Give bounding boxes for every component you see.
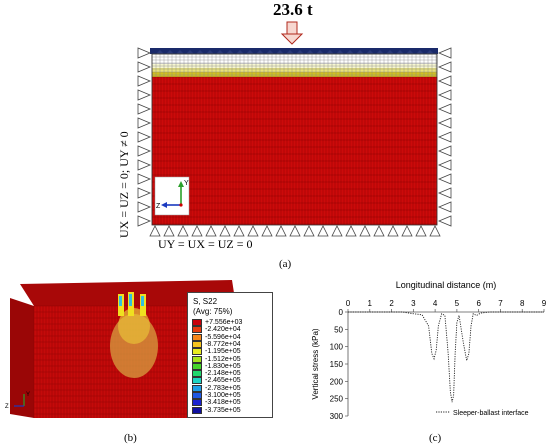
legend-row: -1.830e+05: [192, 362, 268, 371]
legend-swatch: [192, 319, 202, 326]
legend-value: -3.100e+05: [205, 392, 241, 399]
rail: [150, 48, 438, 54]
legend-value: +7.556e+03: [205, 319, 243, 326]
chart-legend-label: Sleeper-ballast interface: [453, 410, 529, 417]
y-tick-label: 100: [330, 343, 344, 352]
x-tick-label: 4: [433, 299, 438, 308]
bottom-supports: [149, 225, 441, 237]
x-tick-label: 7: [498, 299, 503, 308]
y-axis-label: Vertical stress (kPa): [311, 328, 320, 399]
series-line: [348, 311, 544, 403]
legend-row: -3.418e+05: [192, 399, 268, 407]
legend-swatch: [192, 377, 202, 385]
y-tick-label: 250: [330, 395, 344, 404]
legend-swatch: [192, 406, 202, 414]
legend-swatch: [192, 399, 202, 407]
legend-row: -2.420e+04: [192, 326, 268, 334]
x-tick-label: 9: [542, 299, 547, 308]
y-tick-label: 0: [339, 308, 344, 317]
legend-swatch: [192, 392, 202, 399]
svg-text:Y: Y: [26, 392, 30, 398]
x-tick-label: 1: [368, 299, 373, 308]
axis-triad-b: Y Z: [5, 392, 30, 410]
legend-title: S, S22 (Avg: 75%): [193, 297, 233, 316]
y-tick-label: 150: [330, 360, 344, 369]
legend-row: -8.772e+04: [192, 340, 268, 349]
legend-row: -2.783e+05: [192, 384, 268, 393]
legend-row: -5.596e+04: [192, 333, 268, 342]
legend-row: -1.195e+05: [192, 348, 268, 356]
y-tick-label: 50: [334, 325, 343, 334]
legend-swatch: [192, 333, 202, 341]
bottom-boundary-condition: UY = UX = UZ = 0: [158, 237, 253, 251]
legend-value: -2.465e+05: [205, 377, 241, 385]
panel-b-label: (b): [124, 432, 137, 444]
legend-swatch: [192, 362, 202, 370]
legend-value: -2.420e+04: [205, 326, 241, 334]
legend-row: +7.556e+03: [192, 319, 268, 327]
panel-a-label: (a): [279, 258, 292, 270]
y-tick-label: 300: [330, 412, 344, 421]
svg-text:Z: Z: [156, 203, 161, 210]
legend-value: -1.830e+05: [205, 362, 241, 370]
legend-row: -2.465e+05: [192, 377, 268, 385]
svg-text:Y: Y: [184, 180, 189, 187]
x-axis-label: Longitudinal distance (m): [396, 280, 497, 290]
y-tick-label: 200: [330, 377, 344, 386]
legend-row: -3.100e+05: [192, 392, 268, 400]
legend-swatch: [192, 370, 202, 378]
legend-value: -3.735e+05: [205, 406, 241, 414]
x-tick-label: 6: [476, 299, 481, 308]
legend-value: -3.418e+05: [205, 399, 241, 407]
sleepers: [156, 50, 434, 54]
svg-text:Z: Z: [5, 404, 9, 410]
stress-chart: Longitudinal distance (m) Vertical stress…: [311, 280, 547, 421]
legend-row: -3.735e+05: [192, 406, 268, 415]
x-tick-label: 8: [520, 299, 525, 308]
x-tick-label: 3: [411, 299, 416, 308]
legend-value: -1.512e+05: [205, 355, 241, 363]
x-tick-label: 2: [389, 299, 394, 308]
subgrade-mesh: [152, 77, 437, 225]
legend-value: -5.596e+04: [205, 333, 241, 341]
axis-triad-a: Y Z: [154, 176, 190, 216]
legend-swatch: [192, 384, 202, 392]
x-tick-label: 0: [346, 299, 351, 308]
load-label: 23.6 t: [273, 0, 313, 19]
left-boundary-condition: UX = UZ = 0; UY ≠ 0: [117, 131, 131, 238]
panel-c-label: (c): [429, 432, 442, 444]
legend-swatch: [192, 355, 202, 363]
legend-row: -1.512e+05: [192, 355, 268, 364]
legend-value: -1.195e+05: [205, 348, 241, 356]
legend-swatch: [192, 326, 202, 334]
x-tick-label: 5: [455, 299, 460, 308]
legend-row: -2.148e+05: [192, 370, 268, 378]
stress-legend: S, S22 (Avg: 75%) +7.556e+03 -2.420e+04 -5…: [187, 292, 273, 418]
side-rollers: [137, 47, 452, 227]
load-arrow-icon: [280, 21, 304, 45]
legend-swatch: [192, 348, 202, 356]
legend-value: -2.783e+05: [205, 384, 241, 392]
legend-swatch: [192, 340, 202, 348]
legend-value: -2.148e+05: [205, 370, 241, 378]
legend-value: -8.772e+04: [205, 340, 241, 348]
